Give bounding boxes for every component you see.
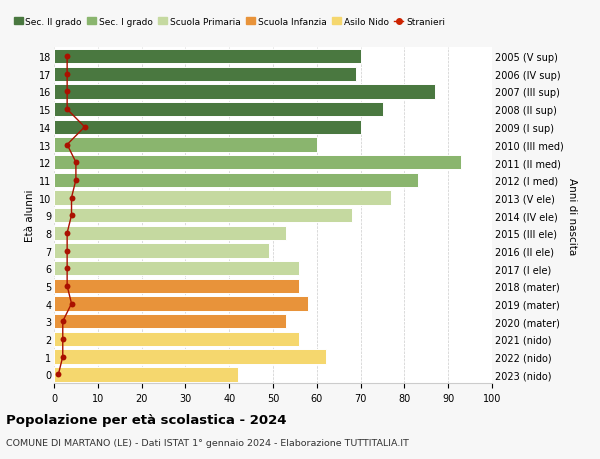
Bar [54, 314, 286, 329]
Bar [54, 85, 435, 100]
Text: Popolazione per età scolastica - 2024: Popolazione per età scolastica - 2024 [6, 413, 287, 426]
Point [80, 124, 89, 131]
Point [71, 159, 81, 167]
Bar [54, 226, 286, 241]
Y-axis label: Anni di nascita: Anni di nascita [568, 177, 577, 254]
Bar [54, 350, 326, 364]
Point [62, 106, 72, 113]
Point [62, 230, 72, 237]
Bar [54, 332, 299, 347]
Bar [54, 156, 461, 170]
Point [58, 353, 68, 360]
Bar [54, 208, 352, 223]
Point [62, 89, 72, 96]
Point [62, 247, 72, 255]
Point [58, 336, 68, 343]
Bar [54, 279, 299, 293]
Bar [54, 120, 361, 135]
Point [62, 283, 72, 290]
Bar [54, 173, 418, 188]
Point [67, 212, 76, 219]
Point [62, 53, 72, 61]
Bar [54, 50, 361, 64]
Bar [54, 138, 317, 152]
Bar [54, 67, 356, 82]
Point [62, 265, 72, 272]
Y-axis label: Età alunni: Età alunni [25, 190, 35, 242]
Point [71, 177, 81, 184]
Bar [54, 262, 299, 276]
Bar [54, 244, 269, 258]
Text: COMUNE DI MARTANO (LE) - Dati ISTAT 1° gennaio 2024 - Elaborazione TUTTITALIA.IT: COMUNE DI MARTANO (LE) - Dati ISTAT 1° g… [6, 438, 409, 448]
Bar [54, 297, 308, 311]
Point [67, 300, 76, 308]
Point [58, 318, 68, 325]
Point [62, 71, 72, 78]
Bar [54, 103, 383, 117]
Point [53, 371, 63, 378]
Bar [54, 191, 391, 205]
Bar [54, 367, 238, 382]
Point [67, 195, 76, 202]
Legend: Sec. II grado, Sec. I grado, Scuola Primaria, Scuola Infanzia, Asilo Nido, Stran: Sec. II grado, Sec. I grado, Scuola Prim… [10, 14, 448, 30]
Point [62, 141, 72, 149]
